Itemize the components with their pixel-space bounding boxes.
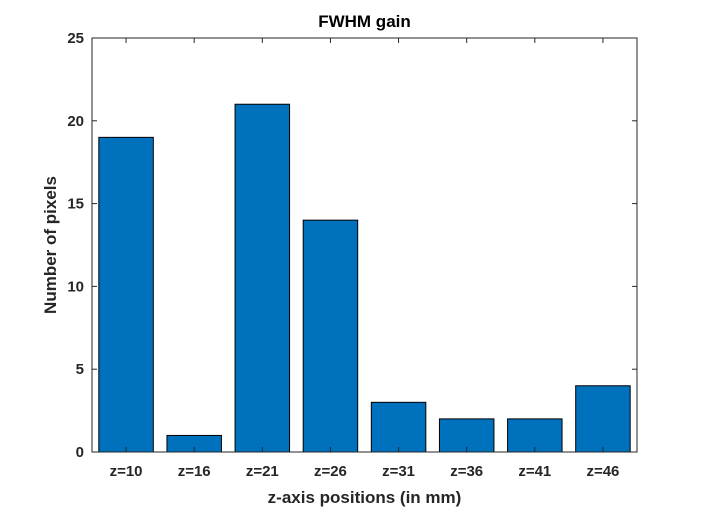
y-tick-label: 25 — [67, 30, 84, 47]
axes-box — [91, 37, 638, 453]
x-tick-label: z=16 — [178, 463, 211, 480]
y-tick-label: 5 — [76, 361, 84, 378]
plot-area — [92, 38, 637, 452]
x-tick-label: z=26 — [314, 463, 347, 480]
bar-z=31 — [370, 401, 427, 453]
chart-title: FWHM gain — [318, 12, 411, 31]
y-axis-label: Number of pixels — [41, 176, 60, 314]
y-tick-label: 20 — [67, 113, 84, 130]
bar-z=41 — [507, 418, 563, 453]
bar-z=26 — [302, 219, 359, 453]
bar-z=10 — [98, 136, 154, 453]
x-tick-label: z=31 — [382, 463, 415, 480]
x-tick-label: z=36 — [450, 463, 483, 480]
y-tick-label: 10 — [67, 278, 84, 295]
x-tick-label: z=21 — [246, 463, 279, 480]
bar-z=46 — [575, 385, 631, 453]
x-tick-label: z=41 — [518, 463, 551, 480]
y-tick-label: 15 — [67, 196, 84, 213]
x-tick-label: z=10 — [110, 463, 143, 480]
y-tick-label: 0 — [76, 444, 84, 461]
x-tick-label: z=46 — [586, 463, 619, 480]
bar-z=36 — [438, 418, 495, 453]
x-axis-label: z-axis positions (in mm) — [268, 488, 462, 507]
ticks: z=10 z=16 z=21 z=26 z=31 z=36 z=41 z=46 0 5 10 15 20… — [67, 30, 637, 480]
bars — [98, 103, 631, 453]
bar-z=21 — [234, 103, 291, 453]
